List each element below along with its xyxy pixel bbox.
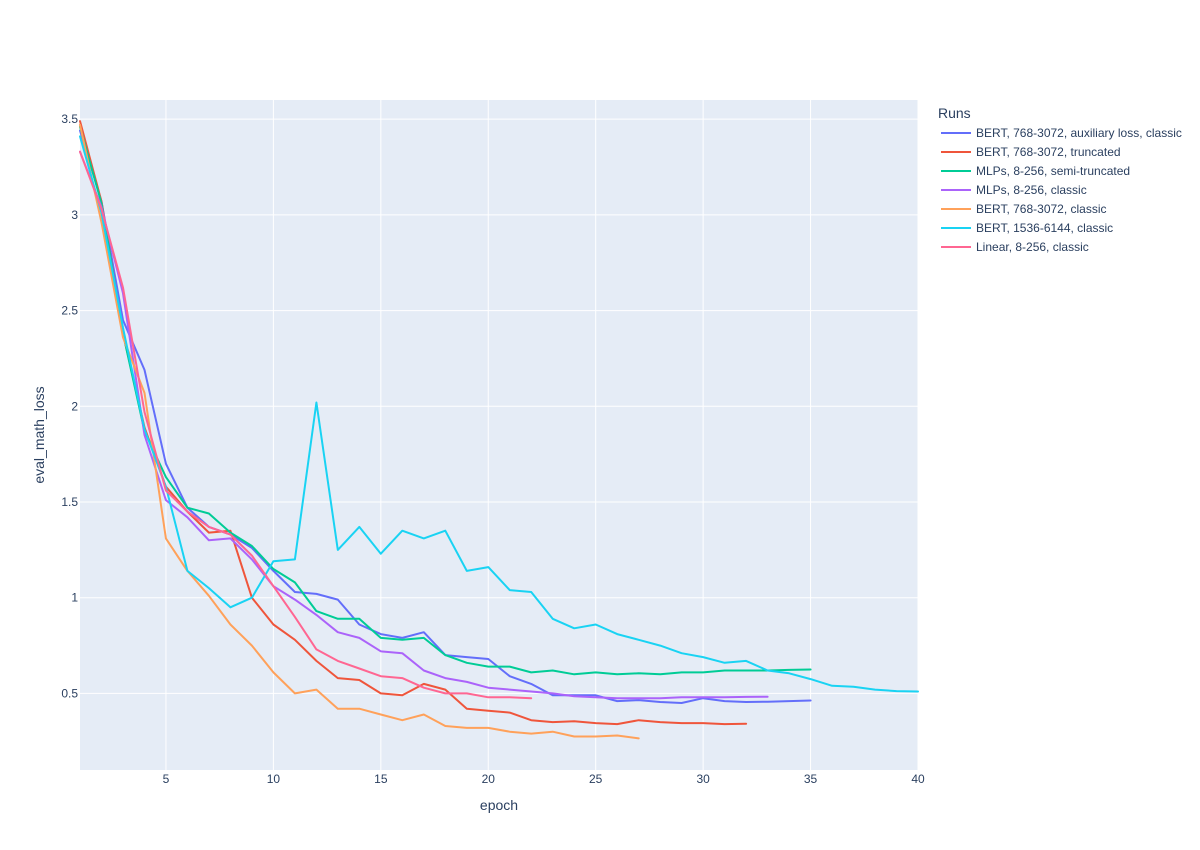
series-line-7 xyxy=(79,150,533,700)
y-axis-title: eval_math_loss xyxy=(31,386,47,483)
x-tick-label: 15 xyxy=(374,772,388,786)
plot-background xyxy=(80,100,918,770)
x-tick-label: 10 xyxy=(267,772,281,786)
legend: Runs BERT, 768-3072, auxiliary loss, cla… xyxy=(938,105,1182,254)
x-tick-label: 35 xyxy=(804,772,818,786)
legend-item[interactable]: BERT, 768-3072, classic xyxy=(941,202,1107,216)
series-line-6 xyxy=(79,135,919,693)
x-tick-label: 30 xyxy=(696,772,710,786)
y-tick-label: 3.5 xyxy=(61,112,78,126)
legend-label: BERT, 768-3072, auxiliary loss, classic xyxy=(976,126,1182,140)
legend-label: MLPs, 8-256, semi-truncated xyxy=(976,164,1130,178)
y-tick-label: 2.5 xyxy=(61,304,78,318)
x-axis-title: epoch xyxy=(480,797,518,813)
legend-item[interactable]: BERT, 1536-6144, classic xyxy=(941,221,1113,235)
x-tick-label: 40 xyxy=(911,772,925,786)
x-tick-label: 25 xyxy=(589,772,603,786)
legend-item[interactable]: MLPs, 8-256, classic xyxy=(941,183,1087,197)
legend-label: BERT, 768-3072, truncated xyxy=(976,145,1121,159)
legend-item[interactable]: MLPs, 8-256, semi-truncated xyxy=(941,164,1130,178)
legend-label: BERT, 1536-6144, classic xyxy=(976,221,1113,235)
legend-item[interactable]: Linear, 8-256, classic xyxy=(941,240,1089,254)
y-tick-label: 3 xyxy=(71,208,78,222)
tick-labels: 5 10 15 20 25 30 35 40 0.5 1 1.5 2 2.5 3 3.5 xyxy=(61,112,925,786)
legend-label: Linear, 8-256, classic xyxy=(976,240,1089,254)
series-line-3 xyxy=(79,125,812,676)
legend-label: MLPs, 8-256, classic xyxy=(976,183,1087,197)
legend-label: BERT, 768-3072, classic xyxy=(976,202,1107,216)
y-tick-label: 0.5 xyxy=(61,686,78,700)
legend-item[interactable]: BERT, 768-3072, auxiliary loss, classic xyxy=(941,126,1182,140)
series-lines xyxy=(79,120,919,740)
x-tick-label: 5 xyxy=(163,772,170,786)
series-line-5 xyxy=(79,123,640,740)
grid-lines xyxy=(80,100,919,770)
legend-title: Runs xyxy=(938,105,971,121)
y-tick-label: 2 xyxy=(71,399,78,413)
y-tick-label: 1 xyxy=(71,591,78,605)
series-line-4 xyxy=(79,150,769,700)
y-tick-label: 1.5 xyxy=(61,495,78,509)
x-tick-label: 20 xyxy=(482,772,496,786)
legend-item[interactable]: BERT, 768-3072, truncated xyxy=(941,145,1121,159)
